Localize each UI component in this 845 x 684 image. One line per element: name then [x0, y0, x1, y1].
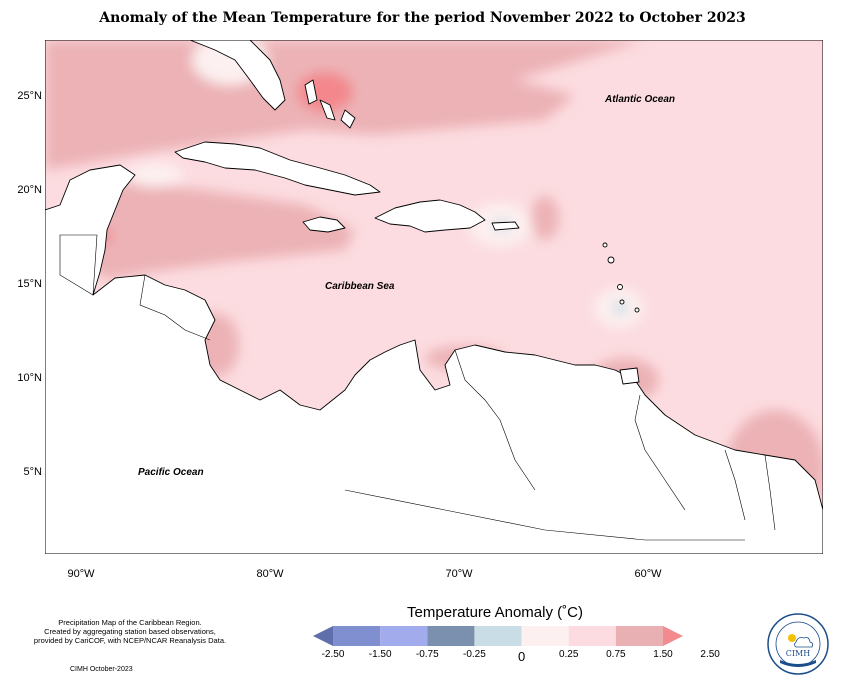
legend-swatch-3 — [427, 626, 475, 646]
cimh-logo: CIMH — [767, 613, 829, 675]
lat-tick-5n: 5°N — [23, 466, 42, 478]
notes-line-2: Created by aggregating station based obs… — [44, 627, 216, 636]
legend-label: 2.50 — [700, 649, 720, 660]
lon-tick-70w: 70°W — [445, 568, 473, 580]
label-pacific-ocean: Pacific Ocean — [138, 467, 204, 478]
legend-label: 0.25 — [558, 649, 579, 660]
notes-line-1: Precipitation Map of the Caribbean Regio… — [58, 618, 202, 627]
land-bahamas-2 — [319, 99, 336, 121]
land-barbados — [634, 307, 640, 313]
land-florida — [189, 40, 286, 111]
legend-title: Temperature Anomaly (˚C) — [407, 604, 583, 621]
legend-label: 0.75 — [606, 649, 626, 660]
anomaly-spot-lesser-antilles-cool — [613, 301, 627, 315]
land-trinidad — [619, 367, 640, 385]
label-atlantic-ocean: Atlantic Ocean — [605, 94, 676, 105]
notes-date: CIMH October-2023 — [70, 666, 133, 673]
land-mainland — [45, 164, 823, 554]
legend-label: -1.50 — [368, 649, 392, 660]
legend-swatch-5 — [521, 626, 569, 646]
land-martinique — [617, 284, 623, 290]
border-venezuela-guyana — [634, 394, 686, 511]
border-belize-guatemala — [59, 234, 98, 296]
legend-swatch-2 — [380, 626, 428, 646]
legend-colorbar — [313, 626, 683, 646]
lat-tick-10n: 10°N — [17, 372, 42, 384]
border-south — [344, 489, 745, 541]
land-cuba — [174, 141, 381, 196]
legend-label: -0.25 — [463, 649, 486, 660]
legend-swatch-1 — [333, 626, 381, 646]
border-guyana-suriname — [724, 449, 746, 521]
land-antigua — [602, 242, 608, 248]
lon-tick-80w: 80°W — [256, 568, 284, 580]
land-hispaniola — [374, 199, 486, 233]
legend-label: -2.50 — [321, 649, 345, 660]
border-colombia-venezuela — [454, 349, 536, 491]
legend-swatch-7 — [615, 626, 663, 646]
legend-label: 1.50 — [653, 649, 673, 660]
legend-label: 0 — [517, 649, 526, 664]
legend-swatch-8 — [663, 626, 683, 646]
land-st-lucia — [619, 299, 625, 305]
border-central-america — [139, 274, 211, 341]
map-title: Anomaly of the Mean Temperature for the … — [99, 10, 746, 26]
legend-label: -0.75 — [415, 649, 439, 660]
land-bahamas-3 — [340, 109, 356, 129]
notes-line-3: provided by CariCOF, with NCEP/NCAR Rean… — [33, 636, 227, 645]
border-suriname-guiana — [764, 454, 776, 531]
logo-abbr: CIMH — [786, 649, 810, 658]
land-jamaica — [302, 216, 346, 233]
legend-swatch-0 — [313, 626, 333, 646]
legend-swatch-6 — [568, 626, 616, 646]
land-bahamas-1 — [304, 79, 318, 105]
land-guadeloupe — [607, 256, 615, 264]
label-caribbean-sea: Caribbean Sea — [325, 281, 395, 292]
anomaly-spot-virgin-islands — [531, 196, 559, 240]
temperature-anomaly-map — [45, 40, 823, 554]
water-icon — [780, 660, 816, 667]
lat-tick-15n: 15°N — [17, 278, 42, 290]
lon-tick-90w: 90°W — [67, 568, 95, 580]
lat-tick-20n: 20°N — [17, 184, 42, 196]
land-puerto-rico — [491, 221, 520, 231]
map-notes: Precipitation Map of the Caribbean Regio… — [10, 618, 250, 645]
lon-tick-60w: 60°W — [634, 568, 662, 580]
legend-swatch-4 — [474, 626, 522, 646]
lat-tick-25n: 25°N — [17, 90, 42, 102]
cloud-icon — [794, 637, 814, 648]
anomaly-band-west — [75, 180, 355, 280]
sun-icon — [788, 634, 796, 642]
anomaly-spot-yucatan — [127, 163, 183, 187]
